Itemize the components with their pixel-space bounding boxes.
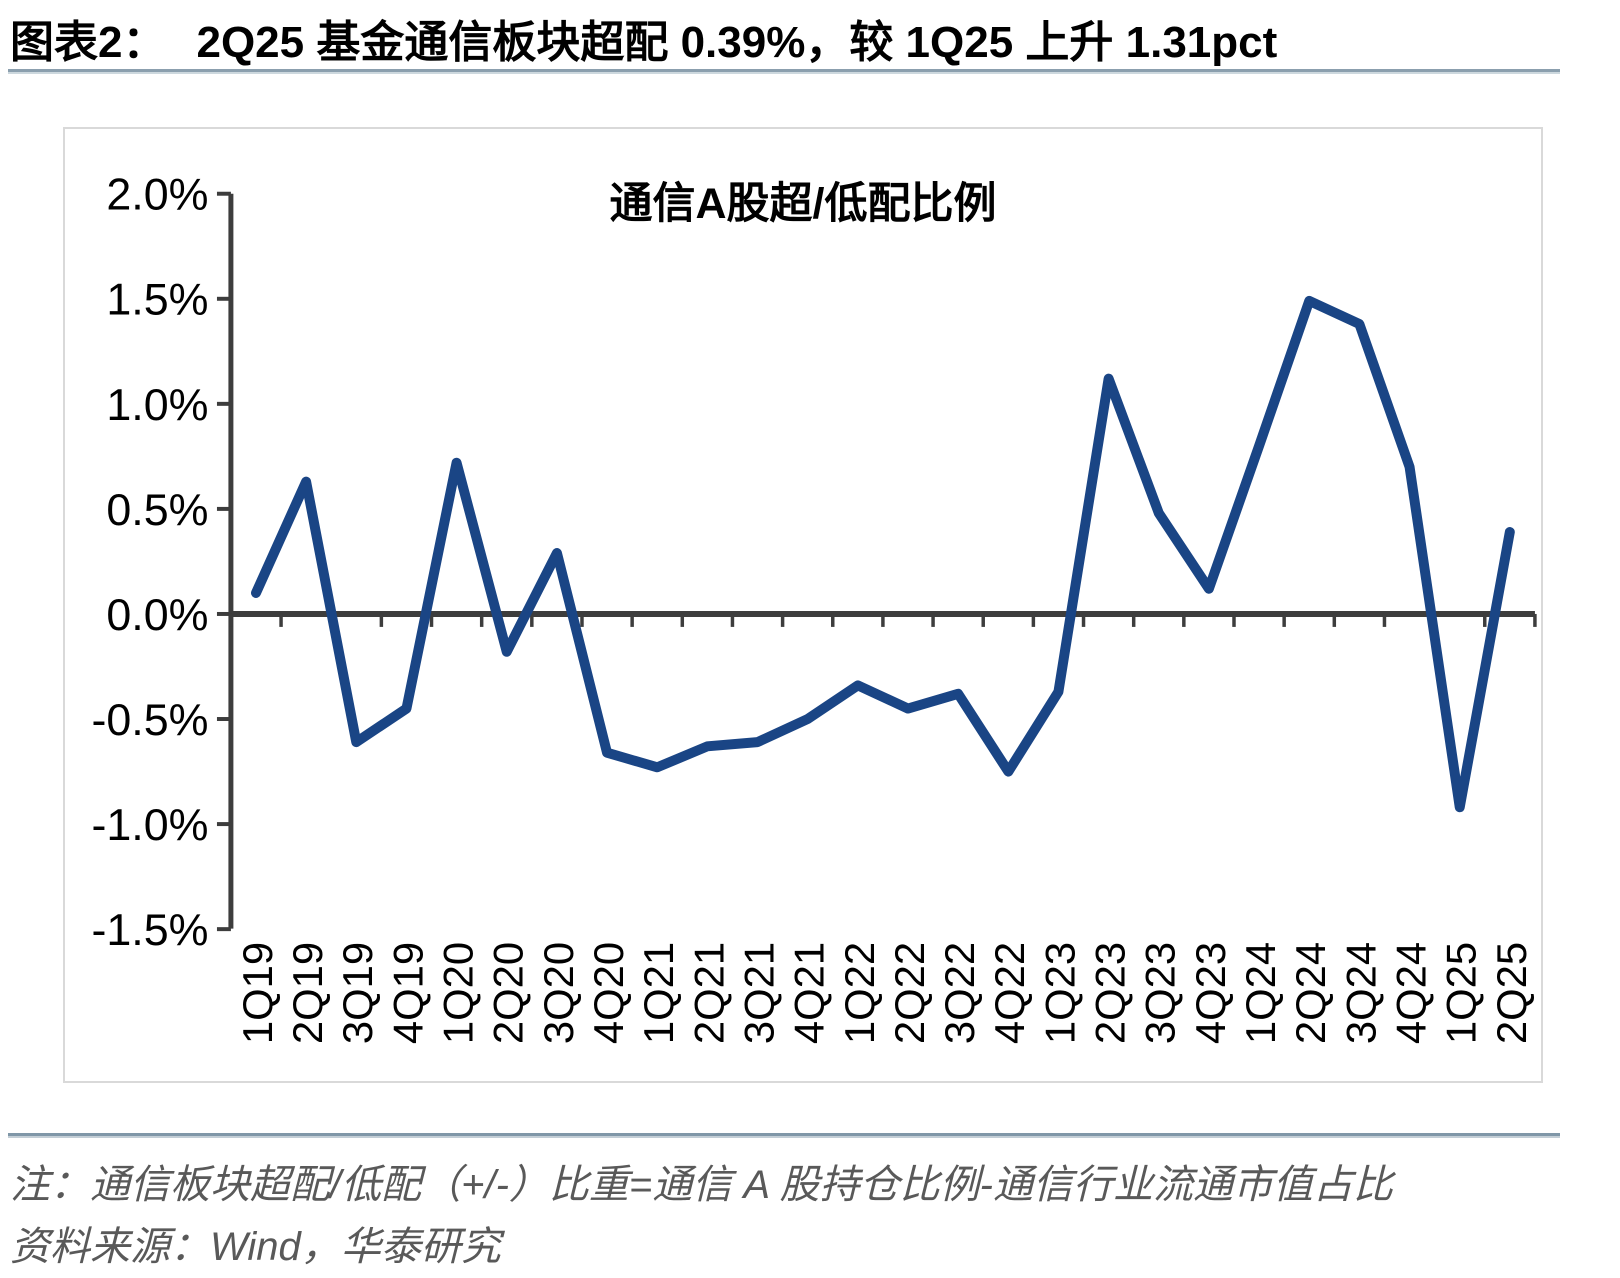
x-tick-label: 3Q24 — [1337, 942, 1384, 1044]
x-tick-label: 3Q19 — [334, 942, 381, 1044]
x-tick-label: 2Q22 — [886, 942, 933, 1044]
x-tick-label: 1Q20 — [435, 942, 482, 1044]
x-tick-label: 2Q23 — [1087, 942, 1134, 1044]
x-tick-label: 1Q23 — [1036, 942, 1083, 1044]
x-tick-label: 3Q23 — [1137, 942, 1184, 1044]
y-tick-label: 1.0% — [106, 380, 208, 430]
x-tick-label: 1Q22 — [836, 942, 883, 1044]
figure-source: 资料来源：Wind，华泰研究 — [10, 1225, 501, 1269]
y-tick-label: 0.0% — [106, 590, 208, 640]
x-tick-label: 1Q25 — [1438, 942, 1485, 1044]
x-tick-label: 1Q19 — [234, 942, 281, 1044]
x-tick-label: 3Q21 — [735, 942, 782, 1044]
series-line — [251, 295, 1515, 813]
figure-title: 图表2： 2Q25 基金通信板块超配 0.39%，较 1Q25 上升 1.31pc… — [10, 6, 1600, 70]
x-tick-label: 2Q25 — [1488, 942, 1535, 1044]
x-tick-label: 3Q22 — [936, 942, 983, 1044]
y-tick-label: -1.0% — [91, 800, 208, 850]
chart-title: 通信A股超/低配比例 — [609, 180, 997, 228]
title-divider — [8, 69, 1560, 74]
x-tick-label: 4Q23 — [1187, 942, 1234, 1044]
x-tick-label: 1Q21 — [635, 942, 682, 1044]
y-tick-label: -0.5% — [91, 695, 208, 745]
footer-divider — [8, 1133, 1560, 1138]
x-tick-label: 4Q22 — [986, 942, 1033, 1044]
x-tick-label: 2Q19 — [284, 942, 331, 1044]
line-chart: 2.0%1.5%1.0%0.5%0.0%-0.5%-1.0%-1.5%1Q19 2… — [91, 170, 1537, 1044]
y-tick-label: -1.5% — [91, 905, 208, 955]
x-tick-label: 2Q20 — [485, 942, 532, 1044]
y-tick-label: 2.0% — [106, 170, 208, 220]
x-tick-label: 3Q20 — [535, 942, 582, 1044]
figure-note: 注：通信板块超配/低配（+/-）比重=通信 A 股持仓比例-通信行业流通市值占比 — [10, 1163, 1394, 1207]
y-tick-label: 0.5% — [106, 485, 208, 535]
y-tick-label: 1.5% — [106, 275, 208, 325]
x-tick-label: 2Q21 — [685, 942, 732, 1044]
figure-heading: 2Q25 基金通信板块超配 0.39%，较 1Q25 上升 1.31pct — [196, 18, 1278, 67]
figure-label: 图表2： — [10, 18, 167, 67]
x-tick-label: 4Q19 — [384, 942, 431, 1044]
x-tick-label: 4Q21 — [786, 942, 833, 1044]
x-tick-label: 4Q20 — [585, 942, 632, 1044]
x-tick-label: 1Q24 — [1237, 942, 1284, 1044]
x-tick-label: 2Q24 — [1287, 942, 1334, 1044]
chart-frame: 2.0% 1.5% 1.0% 0.5% 0.0% -0.5% -1.0% -1.5% 1Q19 2… — [63, 127, 1543, 1083]
x-tick-label: 4Q24 — [1387, 942, 1434, 1044]
